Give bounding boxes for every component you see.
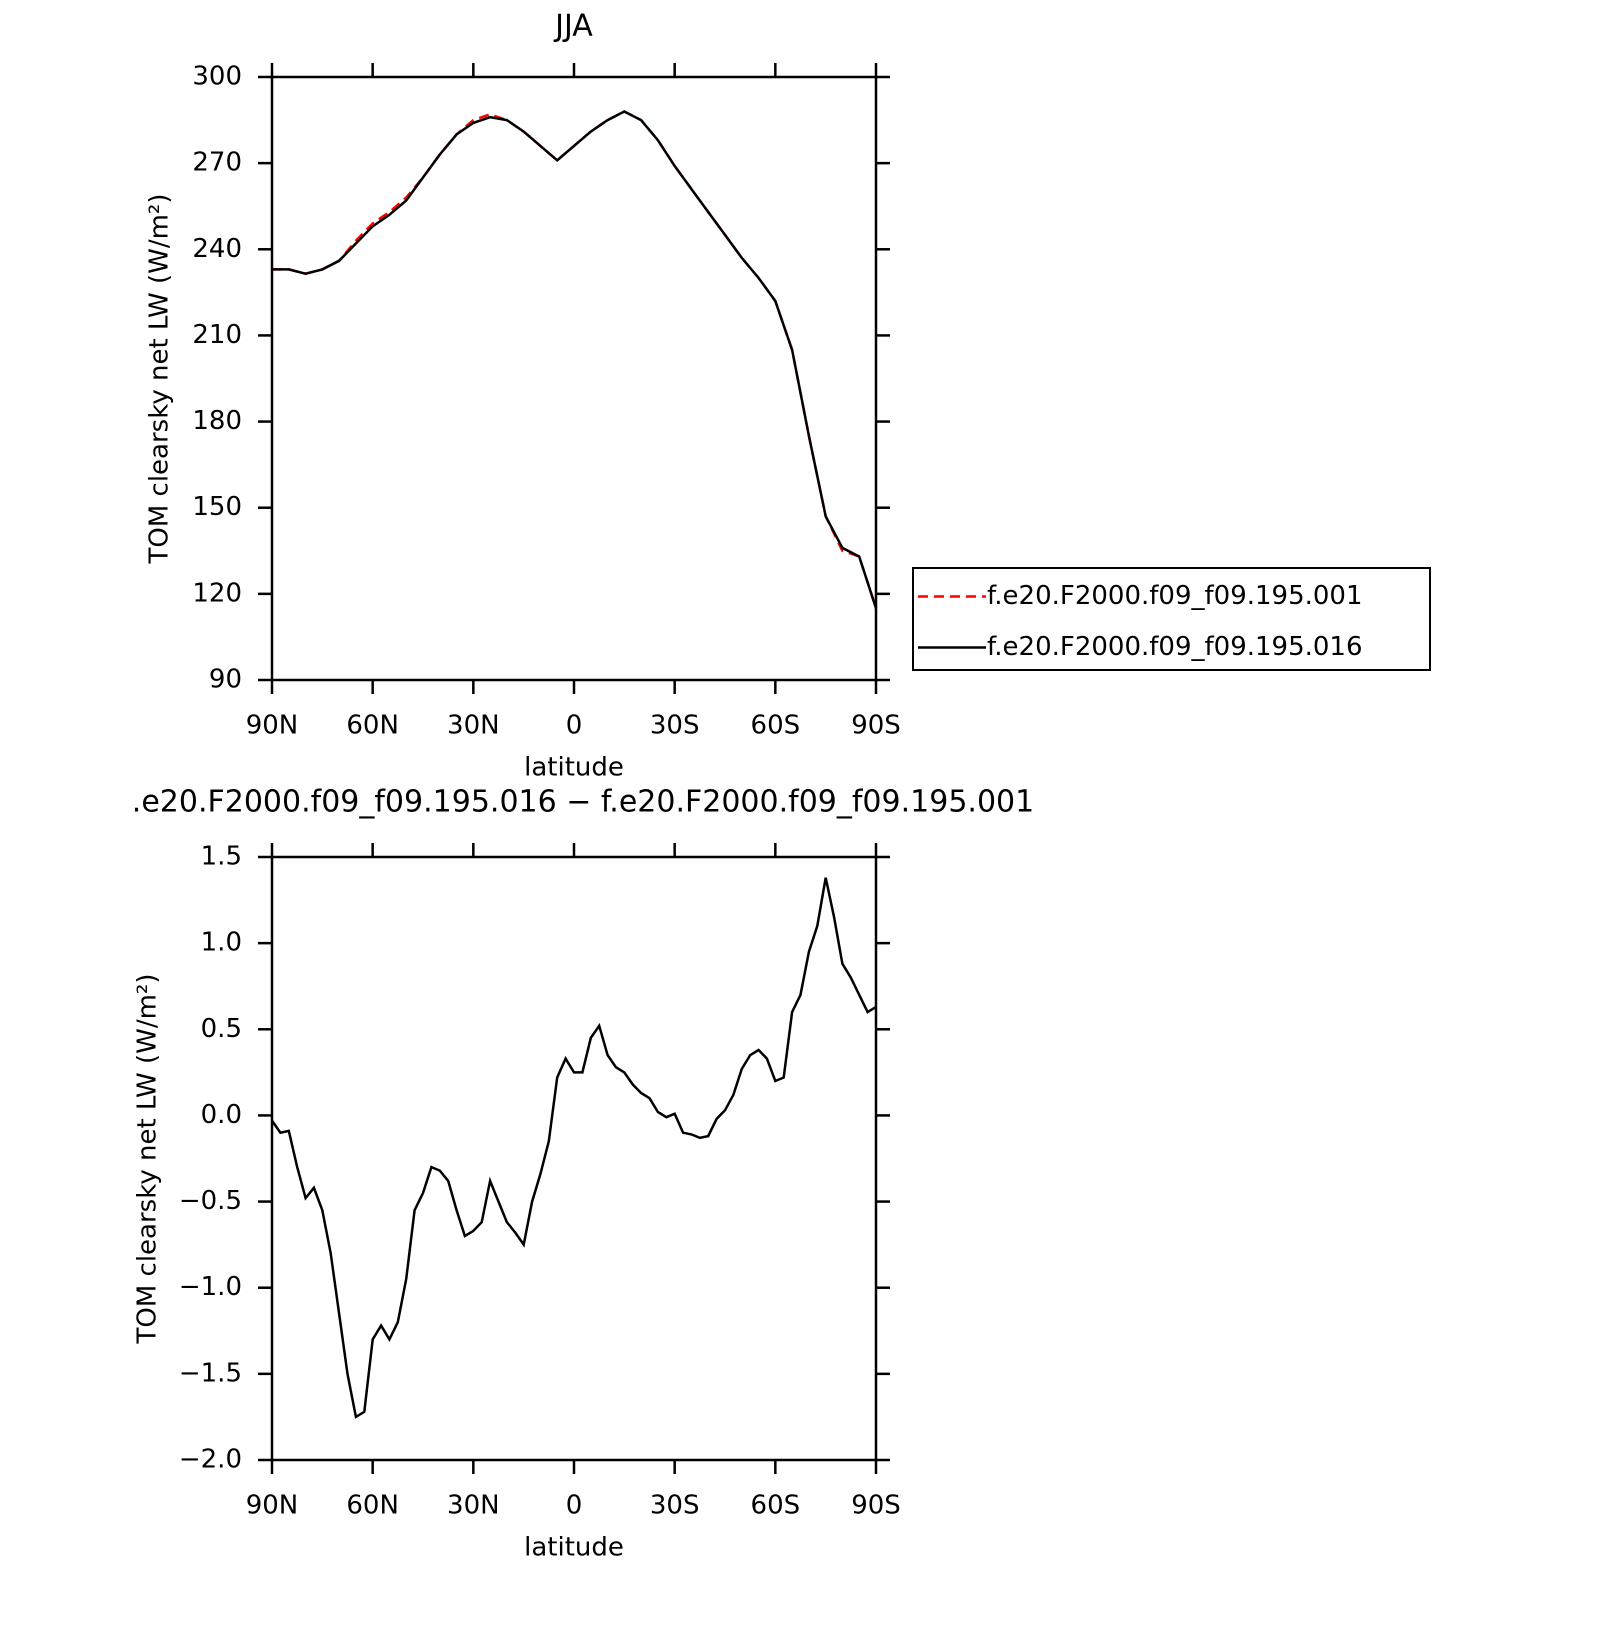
x-axis-label: latitude — [524, 1533, 624, 1563]
y-tick-label: 120 — [192, 578, 242, 608]
legend-label: f.e20.F2000.f09_f09.195.016 — [987, 632, 1363, 662]
y-tick-label: −1.5 — [179, 1358, 242, 1388]
y-tick-label: 270 — [192, 148, 242, 178]
data-line — [272, 110, 878, 609]
plot-frame — [270, 75, 878, 682]
x-tick-label: 60S — [751, 711, 801, 741]
x-tick-label: 30N — [447, 711, 500, 741]
legend-box — [912, 567, 1431, 671]
x-tick-label: 90S — [851, 1491, 901, 1521]
y-tick-label: 150 — [192, 492, 242, 522]
x-tick-label: 0 — [566, 1491, 583, 1521]
data-line — [270, 877, 877, 1419]
x-tick-label: 90S — [851, 711, 901, 741]
plot-frame — [270, 855, 878, 1462]
y-axis-label: TOM clearsky net LW (W/m²) — [145, 193, 175, 564]
y-tick-label: −0.5 — [179, 1186, 242, 1216]
y-tick-label: 180 — [192, 406, 242, 436]
y-tick-label: 1.0 — [201, 928, 242, 958]
y-tick-label: 240 — [192, 234, 242, 264]
y-tick-label: 300 — [192, 62, 242, 92]
x-tick-label: 30N — [447, 1491, 500, 1521]
x-tick-label: 90N — [246, 711, 299, 741]
x-tick-label: 60N — [346, 1491, 399, 1521]
y-tick-label: −2.0 — [179, 1445, 242, 1475]
y-tick-label: 210 — [192, 320, 242, 350]
x-tick-label: 30S — [650, 711, 700, 741]
y-tick-label: 1.5 — [201, 842, 242, 872]
y-tick-label: 0.0 — [201, 1100, 242, 1130]
x-tick-label: 60S — [751, 1491, 801, 1521]
y-axis-label: TOM clearsky net LW (W/m²) — [133, 973, 163, 1344]
x-tick-label: 30S — [650, 1491, 700, 1521]
y-tick-label: 0.5 — [201, 1014, 242, 1044]
x-tick-label: 60N — [346, 711, 399, 741]
y-tick-label: 90 — [209, 665, 242, 695]
x-axis-label: latitude — [524, 753, 624, 783]
data-line — [272, 110, 878, 609]
chart-title: JJA — [553, 9, 593, 44]
y-tick-label: −1.0 — [179, 1272, 242, 1302]
chart-title: .e20.F2000.f09_f09.195.016 − f.e20.F2000… — [132, 785, 1034, 820]
x-tick-label: 90N — [246, 1491, 299, 1521]
x-tick-label: 0 — [566, 711, 583, 741]
legend-label: f.e20.F2000.f09_f09.195.001 — [987, 581, 1363, 611]
